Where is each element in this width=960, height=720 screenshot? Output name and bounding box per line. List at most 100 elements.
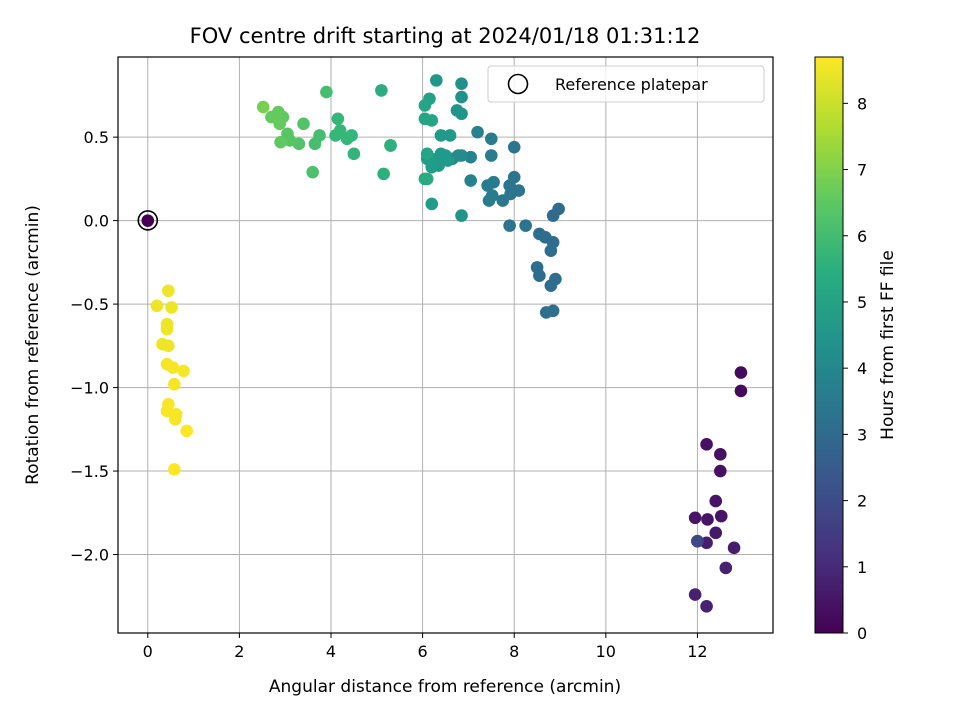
data-point [546, 209, 560, 222]
y-tick-label: 0.5 [84, 128, 109, 147]
data-point [420, 147, 434, 161]
data-point [719, 561, 733, 575]
x-tick-label: 6 [418, 642, 428, 661]
data-point [455, 209, 468, 222]
data-point [455, 77, 468, 91]
data-point [464, 174, 477, 187]
data-point [320, 85, 333, 99]
y-tick-label: −1.0 [70, 379, 109, 398]
data-point [340, 132, 354, 146]
data-point [727, 541, 741, 555]
data-point [481, 179, 494, 192]
data-point [714, 464, 727, 478]
data-point [418, 172, 432, 186]
chart-title: FOV centre drift starting at 2024/01/18 … [190, 24, 701, 48]
data-point [168, 377, 181, 391]
legend-label: Reference platepar [555, 75, 708, 94]
colorbar-tick-label: 3 [857, 425, 867, 444]
data-point [166, 361, 180, 374]
data-point [544, 279, 558, 293]
data-point [519, 219, 532, 232]
data-point [418, 99, 432, 112]
data-point [734, 366, 748, 379]
data-point [180, 424, 194, 438]
data-point [539, 306, 553, 319]
data-point [700, 599, 713, 613]
y-tick-label: −1.5 [70, 462, 109, 481]
colorbar-tick-label: 7 [857, 161, 867, 180]
data-point [691, 534, 704, 548]
data-point [256, 100, 270, 114]
colorbar [814, 56, 844, 634]
x-tick-label: 10 [596, 642, 616, 661]
data-point [162, 339, 175, 353]
data-point [714, 448, 727, 461]
data-point [701, 513, 714, 526]
data-point [485, 132, 498, 146]
data-point [533, 269, 546, 283]
colorbar-tick-label: 8 [857, 94, 867, 113]
data-point [168, 412, 182, 426]
data-point [700, 438, 713, 451]
y-tick-label: 0.0 [84, 212, 109, 231]
x-tick-label: 12 [687, 642, 707, 661]
data-point [709, 526, 723, 540]
data-point [331, 112, 345, 126]
data-point [709, 494, 723, 508]
data-point [430, 74, 443, 87]
x-tick-label: 2 [234, 642, 244, 661]
x-axis-ticks: 0 2 4 6 8 10 12 [143, 633, 708, 661]
data-point [274, 135, 287, 149]
data-point [297, 117, 310, 131]
data-point [306, 165, 319, 179]
data-point [141, 214, 155, 227]
data-point [455, 107, 468, 121]
data-point [425, 197, 439, 211]
data-point [482, 194, 496, 207]
data-point [734, 384, 748, 398]
data-point [434, 129, 448, 142]
data-point [375, 84, 388, 97]
data-point [168, 463, 181, 476]
data-point [688, 511, 702, 525]
reference-marker [137, 210, 159, 231]
y-tick-label: −0.5 [70, 295, 109, 314]
colorbar-tick-label: 0 [857, 624, 867, 643]
data-point [688, 588, 702, 601]
colorbar-label: Hours from first FF file [878, 250, 898, 440]
data-point [507, 140, 521, 154]
colorbar-tick-label: 4 [857, 359, 867, 378]
legend-box [487, 65, 765, 103]
data-point [485, 149, 498, 162]
legend: Reference platepar [487, 65, 765, 103]
data-point [177, 364, 190, 378]
colorbar-tick-label: 1 [857, 558, 867, 577]
x-tick-label: 8 [509, 642, 519, 661]
y-axis-ticks: −2.0 −1.5 −1.0 −0.5 0.0 0.5 [70, 128, 118, 565]
data-point [150, 299, 164, 313]
data-point [503, 219, 516, 232]
data-point [160, 322, 174, 336]
x-axis-label: Angular distance from reference (arcmin) [269, 677, 621, 697]
data-point [162, 284, 175, 298]
y-tick-label: −2.0 [70, 546, 109, 565]
data-point [308, 137, 322, 151]
data-point [455, 90, 468, 104]
grid [118, 57, 773, 633]
x-tick-label: 4 [326, 642, 336, 661]
data-point [418, 112, 432, 126]
x-tick-label: 0 [143, 642, 153, 661]
data-point [544, 244, 558, 257]
data-point [384, 139, 397, 152]
colorbar-tick-label: 6 [857, 227, 867, 246]
data-point [329, 129, 342, 142]
data-point [714, 509, 728, 523]
colorbar-ticks: 0 1 2 3 4 5 6 7 8 [843, 94, 867, 643]
data-point [165, 301, 178, 314]
y-axis-label: Rotation from reference (arcmin) [23, 205, 43, 485]
legend-marker [507, 73, 529, 95]
data-point [496, 194, 510, 207]
data-point [377, 167, 390, 181]
data-points [141, 74, 748, 613]
